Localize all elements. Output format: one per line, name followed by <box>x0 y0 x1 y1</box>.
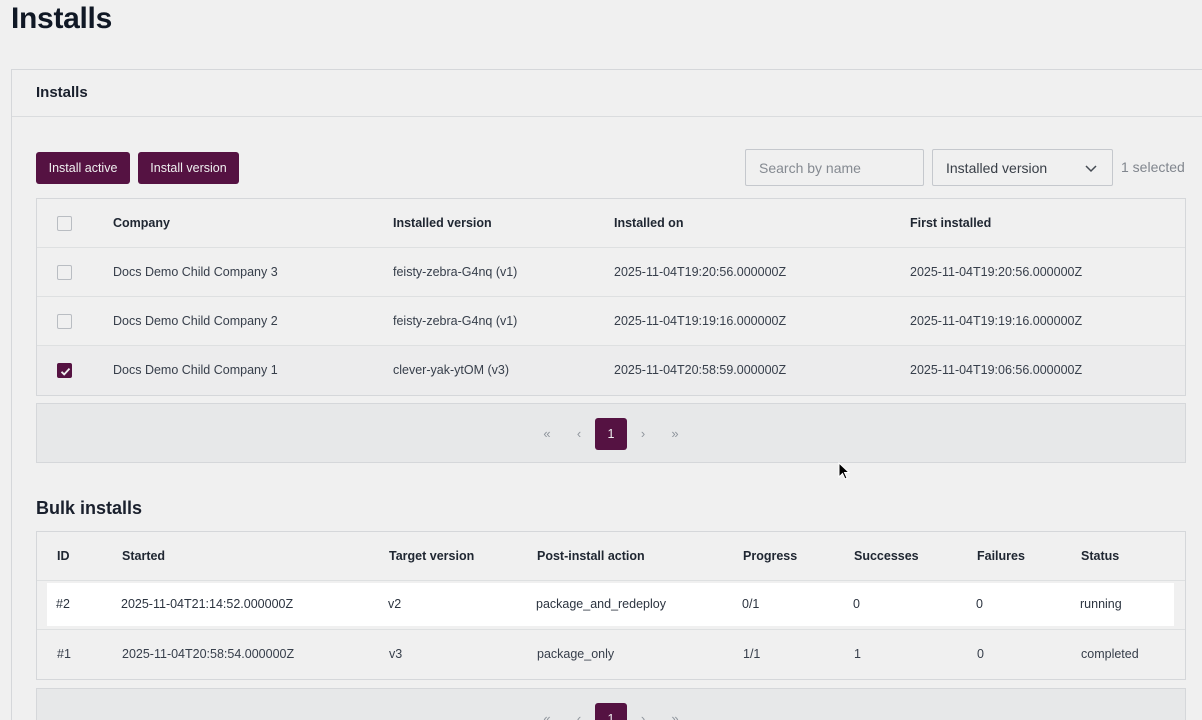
column-header[interactable]: ID <box>57 549 70 563</box>
page-1-button[interactable]: 1 <box>595 703 627 720</box>
id-cell: #1 <box>57 647 71 661</box>
failures-cell: 0 <box>977 647 984 661</box>
installs-table: Company Installed version Installed on F… <box>36 198 1186 396</box>
column-header[interactable]: Installed on <box>614 216 684 230</box>
company-cell: Docs Demo Child Company 2 <box>113 314 278 328</box>
row-checkbox[interactable] <box>57 314 72 329</box>
prev-page-button[interactable]: ‹ <box>576 710 582 720</box>
chevron-down-icon <box>1085 165 1097 173</box>
failures-cell: 0 <box>976 597 983 611</box>
post-install-action-cell: package_and_redeploy <box>536 597 666 611</box>
column-header[interactable]: Progress <box>743 549 798 563</box>
page-1-button[interactable]: 1 <box>595 418 627 450</box>
prev-page-button[interactable]: ‹ <box>576 425 582 441</box>
version-cell: feisty-zebra-G4nq (v1) <box>393 265 518 279</box>
successes-cell: 0 <box>853 597 860 611</box>
column-header[interactable]: Post-install action <box>537 549 645 563</box>
select-value: Installed version <box>946 159 1048 176</box>
table-row[interactable] <box>37 581 1185 630</box>
progress-cell: 0/1 <box>742 597 760 611</box>
installs-pagination: « ‹ 1 › » <box>36 403 1186 463</box>
last-page-button[interactable]: » <box>671 710 679 720</box>
table-row[interactable]: Docs Demo Child Company 1 clever-yak-ytO… <box>37 346 1185 395</box>
column-header[interactable]: Failures <box>977 549 1025 563</box>
card-header: Installs <box>12 70 1202 117</box>
column-header[interactable]: Installed version <box>393 216 492 230</box>
table-row[interactable]: #1 2025-11-04T20:58:54.000000Z v3 packag… <box>37 630 1185 679</box>
started-cell: 2025-11-04T21:14:52.000000Z <box>121 597 294 611</box>
first-installed-cell: 2025-11-04T19:06:56.000000Z <box>910 363 1083 377</box>
mouse-cursor-icon <box>838 462 850 480</box>
first-installed-cell: 2025-11-04T19:20:56.000000Z <box>910 265 1083 279</box>
highlighted-bulk-row[interactable]: #2 2025-11-04T21:14:52.000000Z v2 packag… <box>47 583 1174 626</box>
row-checkbox[interactable] <box>57 363 72 378</box>
first-installed-cell: 2025-11-04T19:19:16.000000Z <box>910 314 1083 328</box>
column-header[interactable]: Successes <box>854 549 919 563</box>
installed-on-cell: 2025-11-04T19:20:56.000000Z <box>614 265 787 279</box>
install-version-button[interactable]: Install version <box>138 152 239 184</box>
search-input[interactable] <box>745 149 924 186</box>
table-header-row: Company Installed version Installed on F… <box>37 199 1185 248</box>
progress-cell: 1/1 <box>743 647 761 661</box>
successes-cell: 1 <box>854 647 861 661</box>
select-all-checkbox[interactable] <box>57 216 72 231</box>
id-cell: #2 <box>56 597 70 611</box>
bulk-installs-pagination: « ‹ 1 › » <box>36 688 1186 720</box>
column-header[interactable]: Started <box>122 549 166 563</box>
table-header-row: ID Started Target version Post-install a… <box>37 532 1185 581</box>
target-version-cell: v3 <box>389 647 403 661</box>
row-checkbox[interactable] <box>57 265 72 280</box>
column-header[interactable]: Target version <box>389 549 475 563</box>
post-install-action-cell: package_only <box>537 647 615 661</box>
next-page-button[interactable]: › <box>640 710 646 720</box>
company-cell: Docs Demo Child Company 3 <box>113 265 278 279</box>
first-page-button[interactable]: « <box>543 425 551 441</box>
status-cell: running <box>1080 597 1122 611</box>
install-active-button[interactable]: Install active <box>36 152 130 184</box>
bulk-installs-title: Bulk installs <box>36 498 143 518</box>
installed-on-cell: 2025-11-04T19:19:16.000000Z <box>614 314 787 328</box>
selected-count: 1 selected <box>1121 159 1185 175</box>
status-cell: completed <box>1081 647 1139 661</box>
column-header[interactable]: Status <box>1081 549 1120 563</box>
column-header[interactable]: Company <box>113 216 170 230</box>
page-title: Installs <box>11 2 112 35</box>
column-header[interactable]: First installed <box>910 216 992 230</box>
card-title: Installs <box>36 84 88 101</box>
version-cell: clever-yak-ytOM (v3) <box>393 363 509 377</box>
table-row[interactable]: Docs Demo Child Company 3 feisty-zebra-G… <box>37 248 1185 297</box>
started-cell: 2025-11-04T20:58:54.000000Z <box>122 647 295 661</box>
checkmark-icon <box>60 367 71 376</box>
company-cell: Docs Demo Child Company 1 <box>113 363 278 377</box>
next-page-button[interactable]: › <box>640 425 646 441</box>
target-version-cell: v2 <box>388 597 402 611</box>
table-row[interactable]: Docs Demo Child Company 2 feisty-zebra-G… <box>37 297 1185 346</box>
version-cell: feisty-zebra-G4nq (v1) <box>393 314 518 328</box>
last-page-button[interactable]: » <box>671 425 679 441</box>
first-page-button[interactable]: « <box>543 710 551 720</box>
installed-on-cell: 2025-11-04T20:58:59.000000Z <box>614 363 787 377</box>
installed-version-select[interactable]: Installed version <box>932 149 1113 186</box>
